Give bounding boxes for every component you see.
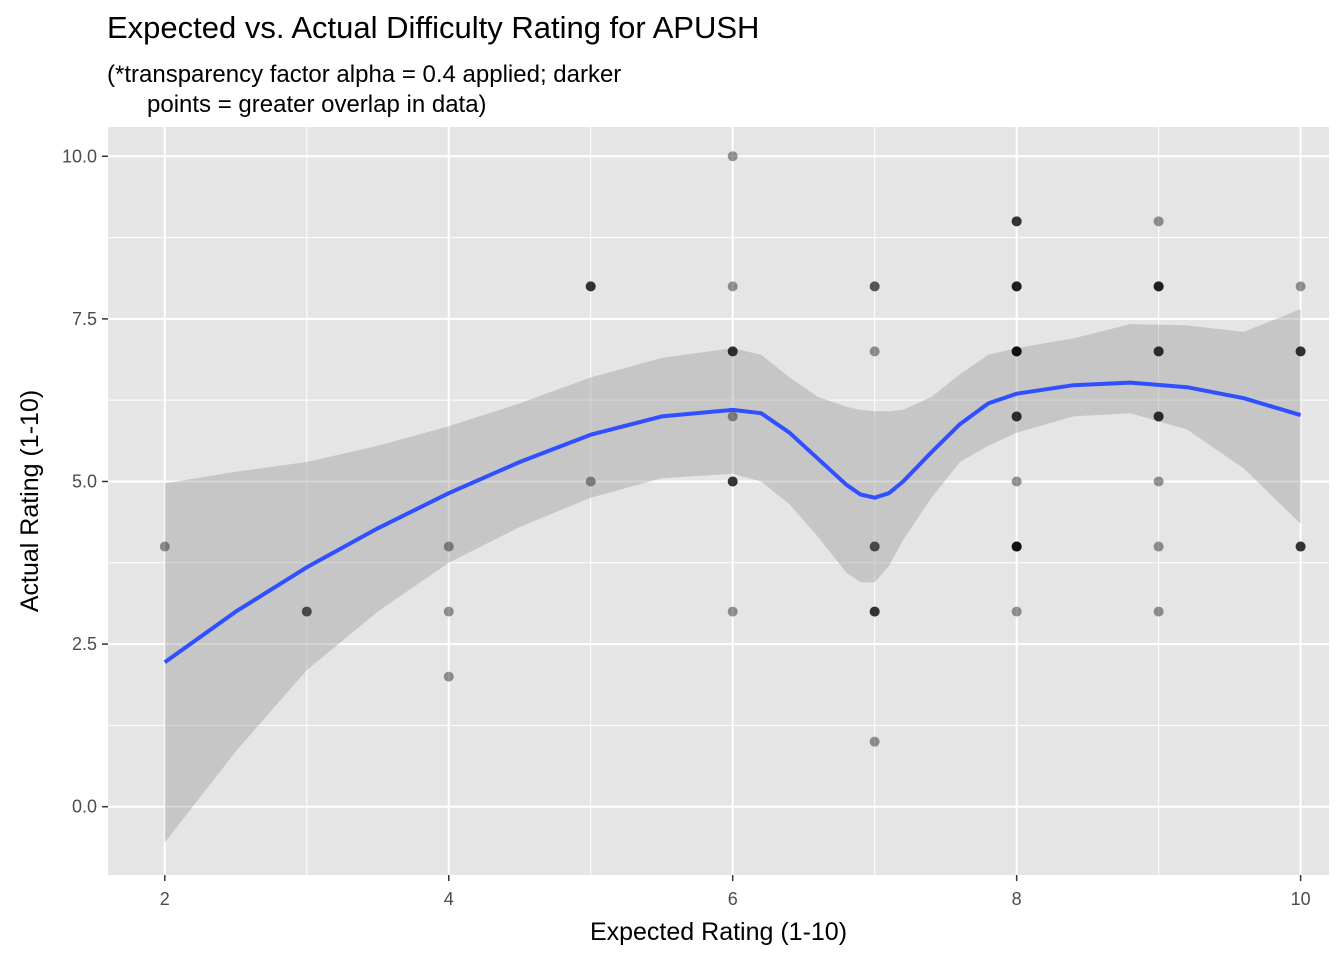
y-tick-label: 2.5 bbox=[72, 634, 97, 654]
data-point bbox=[1011, 541, 1022, 552]
data-point bbox=[1011, 346, 1022, 357]
data-point bbox=[1011, 411, 1022, 422]
data-point bbox=[585, 281, 596, 292]
data-point bbox=[869, 346, 880, 357]
confidence-band bbox=[164, 309, 1301, 843]
data-point bbox=[1011, 281, 1022, 292]
y-axis-title: Actual Rating (1-10) bbox=[16, 390, 44, 612]
y-tick-label: 0.0 bbox=[72, 797, 97, 817]
data-point bbox=[1295, 281, 1306, 292]
x-tick-label: 4 bbox=[444, 889, 454, 909]
data-point bbox=[727, 476, 738, 487]
data-point bbox=[1011, 346, 1022, 357]
data-point bbox=[1295, 541, 1306, 552]
data-point bbox=[159, 541, 170, 552]
data-point bbox=[727, 476, 738, 487]
data-point bbox=[1011, 216, 1022, 227]
data-point bbox=[1011, 541, 1022, 552]
data-point bbox=[727, 346, 738, 357]
data-point bbox=[869, 281, 880, 292]
data-point bbox=[1153, 281, 1164, 292]
data-point bbox=[1011, 606, 1022, 617]
data-point bbox=[1295, 541, 1306, 552]
data-point bbox=[727, 281, 738, 292]
data-point bbox=[1153, 216, 1164, 227]
data-point bbox=[1153, 411, 1164, 422]
chart-subtitle: (*transparency factor alpha = 0.4 applie… bbox=[107, 61, 622, 118]
y-tick-label: 5.0 bbox=[72, 471, 97, 491]
smooth-line bbox=[163, 380, 1302, 664]
data-point bbox=[1295, 541, 1306, 552]
data-point bbox=[585, 281, 596, 292]
data-point bbox=[443, 541, 454, 552]
data-point bbox=[1011, 216, 1022, 227]
data-point bbox=[869, 606, 880, 617]
data-point bbox=[869, 606, 880, 617]
x-tick-label: 10 bbox=[1291, 889, 1311, 909]
data-point bbox=[1153, 346, 1164, 357]
smooth-trend bbox=[163, 380, 1302, 664]
data-point bbox=[443, 671, 454, 682]
data-points bbox=[159, 151, 1306, 747]
data-point bbox=[869, 281, 880, 292]
y-tick-label: 7.5 bbox=[72, 309, 97, 329]
data-point bbox=[1295, 346, 1306, 357]
data-point bbox=[585, 476, 596, 487]
grid-lines bbox=[108, 127, 1329, 875]
data-point bbox=[1011, 346, 1022, 357]
data-point bbox=[301, 606, 312, 617]
data-point bbox=[727, 606, 738, 617]
panel-background bbox=[108, 127, 1329, 875]
confidence-ribbon bbox=[164, 309, 1301, 843]
data-point bbox=[1153, 411, 1164, 422]
data-point bbox=[1011, 541, 1022, 552]
data-point bbox=[1153, 541, 1164, 552]
data-point bbox=[1011, 216, 1022, 227]
data-point bbox=[1011, 476, 1022, 487]
axes: 2 4 6 8 10 0.0 2.5 5.0 7.5 10.0 bbox=[62, 146, 1311, 909]
data-point bbox=[1153, 281, 1164, 292]
data-point bbox=[1011, 281, 1022, 292]
data-point bbox=[727, 476, 738, 487]
data-point bbox=[1011, 411, 1022, 422]
data-point bbox=[869, 541, 880, 552]
data-point bbox=[1011, 346, 1022, 357]
data-point bbox=[869, 606, 880, 617]
data-point bbox=[585, 281, 596, 292]
x-tick-label: 8 bbox=[1012, 889, 1022, 909]
data-point bbox=[727, 346, 738, 357]
data-point bbox=[1011, 411, 1022, 422]
data-point bbox=[1153, 346, 1164, 357]
data-point bbox=[1153, 411, 1164, 422]
y-tick-label: 10.0 bbox=[62, 146, 97, 166]
data-point bbox=[1011, 346, 1022, 357]
data-point bbox=[869, 736, 880, 747]
data-point bbox=[1153, 281, 1164, 292]
data-point bbox=[1011, 281, 1022, 292]
data-point bbox=[869, 541, 880, 552]
data-point bbox=[1153, 346, 1164, 357]
data-point bbox=[1295, 346, 1306, 357]
plot-panel bbox=[108, 127, 1329, 875]
x-tick-label: 2 bbox=[160, 889, 170, 909]
data-point bbox=[443, 606, 454, 617]
data-point bbox=[1153, 281, 1164, 292]
data-point bbox=[1153, 476, 1164, 487]
data-point bbox=[1011, 541, 1022, 552]
data-point bbox=[727, 346, 738, 357]
data-point bbox=[301, 606, 312, 617]
data-point bbox=[1153, 606, 1164, 617]
data-point bbox=[1011, 541, 1022, 552]
data-point bbox=[1011, 281, 1022, 292]
data-point bbox=[1295, 346, 1306, 357]
data-point bbox=[727, 151, 738, 162]
x-axis-title: Expected Rating (1-10) bbox=[590, 918, 847, 946]
chart-title: Expected vs. Actual Difficulty Rating fo… bbox=[107, 10, 760, 45]
data-point bbox=[727, 411, 738, 422]
x-tick-label: 6 bbox=[728, 889, 738, 909]
